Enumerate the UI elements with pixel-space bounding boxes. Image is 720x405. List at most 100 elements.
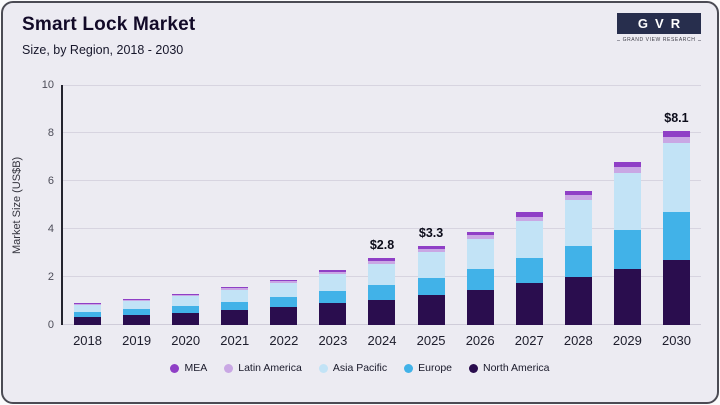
bar-stack-2027 [515,212,543,325]
segment-europe-2018 [74,311,102,317]
bar-2022 [259,85,308,325]
segment-mea-2029 [613,161,641,168]
segment-europe-2025 [417,277,445,296]
segment-mea-2022 [270,279,298,282]
gridline-10 [63,85,701,86]
bar-2029 [603,85,652,325]
segment-north-america-2030 [662,260,690,325]
segment-mea-2021 [221,286,249,289]
x-tick-label-2026: 2026 [465,333,495,348]
bar-stack-2020 [172,293,200,325]
segment-mea-2028 [564,190,592,196]
segment-latin-america-2023 [319,271,347,275]
bar-2020 [161,85,210,325]
gvr-logo: GVR GRAND VIEW RESEARCH [617,13,702,43]
bar-2021 [210,85,259,325]
bar-2018 [63,85,112,325]
legend-item-europe: Europe [404,362,452,374]
segment-asia-pacific-2028 [564,200,592,246]
y-axis-title: Market Size (US$B) [11,156,23,254]
legend-item-latin-america: Latin America [224,362,302,374]
y-tick-label-10: 10 [41,79,54,91]
value-annotation-2025: $3.3 [418,225,444,240]
bar-stack-2019 [123,298,151,325]
value-annotation-2024: $2.8 [369,237,395,252]
segment-latin-america-2027 [515,216,543,222]
bar-2024: $2.8 [357,85,406,325]
x-tick-label-2029: 2029 [612,333,642,348]
segment-north-america-2024 [368,299,396,325]
segment-asia-pacific-2022 [270,283,298,298]
x-tick-label-2020: 2020 [171,333,201,348]
segment-mea-2030 [662,130,690,137]
segment-asia-pacific-2029 [613,172,641,231]
legend-label-north-america: North America [483,362,550,374]
segment-asia-pacific-2023 [319,274,347,291]
gridline-8 [63,132,701,133]
segment-north-america-2023 [319,302,347,325]
segment-north-america-2027 [515,282,543,325]
bar-2028 [554,85,603,325]
segment-mea-2023 [319,269,347,272]
gridline-6 [63,180,701,181]
x-tick-label-2021: 2021 [220,333,250,348]
x-tick-label-2025: 2025 [416,333,446,348]
legend-label-latin-america: Latin America [238,362,302,374]
legend-label-asia-pacific: Asia Pacific [332,362,388,374]
bar-stack-2028 [564,190,592,325]
legend-label-mea: MEA [184,362,208,374]
y-axis-line [61,85,63,325]
gvr-logo-text-row: GRAND VIEW RESEARCH [617,37,702,43]
x-tick-label-2023: 2023 [318,333,348,348]
segment-europe-2026 [466,269,494,290]
bar-2030: $8.1 [652,85,701,325]
bar-stack-2018 [74,303,102,325]
x-tick-label-2028: 2028 [563,333,593,348]
segment-north-america-2020 [172,312,200,325]
gvr-logo-text: GRAND VIEW RESEARCH [622,37,696,43]
segment-europe-2022 [270,297,298,307]
segment-mea-2027 [515,212,543,217]
segment-asia-pacific-2018 [74,305,102,312]
chart-subtitle: Size, by Region, 2018 - 2030 [22,43,184,57]
segment-north-america-2025 [417,295,445,325]
bar-2025: $3.3 [407,85,456,325]
logo-divider-line [617,39,620,41]
bar-2026 [456,85,505,325]
x-tick-label-2027: 2027 [514,333,544,348]
legend-dot-asia-pacific [318,363,328,373]
y-tick-label-8: 8 [47,127,54,139]
segment-mea-2019 [123,298,151,300]
segment-latin-america-2021 [221,288,249,290]
segment-latin-america-2024 [368,260,396,264]
bar-stack-2026 [466,231,494,325]
y-tick-label-4: 4 [47,223,54,235]
segment-europe-2023 [319,290,347,303]
legend-dot-europe [404,363,414,373]
segment-asia-pacific-2024 [368,263,396,285]
segment-latin-america-2026 [466,235,494,239]
legend-dot-mea [170,363,180,373]
legend-item-north-america: North America [469,362,550,374]
legend-item-asia-pacific: Asia Pacific [318,362,388,374]
segment-mea-2018 [74,303,102,305]
segment-europe-2030 [662,212,690,261]
y-tick-label-0: 0 [47,319,54,331]
segment-north-america-2029 [613,268,641,325]
segment-north-america-2022 [270,306,298,325]
segment-asia-pacific-2025 [417,252,445,278]
segment-europe-2024 [368,284,396,300]
bar-2023 [308,85,357,325]
x-tick-label-2018: 2018 [73,333,102,348]
segment-latin-america-2025 [417,249,445,253]
segment-north-america-2026 [466,290,494,325]
segment-mea-2024 [368,257,396,261]
bar-2027 [505,85,554,325]
page-title: Smart Lock Market [22,14,196,35]
bar-stack-2025 [417,245,445,325]
segment-latin-america-2018 [74,304,102,306]
x-tick-label-2024: 2024 [367,333,397,348]
chart-legend: MEA Latin America Asia Pacific Europe North … [3,362,717,374]
x-tick-label-2019: 2019 [122,333,152,348]
